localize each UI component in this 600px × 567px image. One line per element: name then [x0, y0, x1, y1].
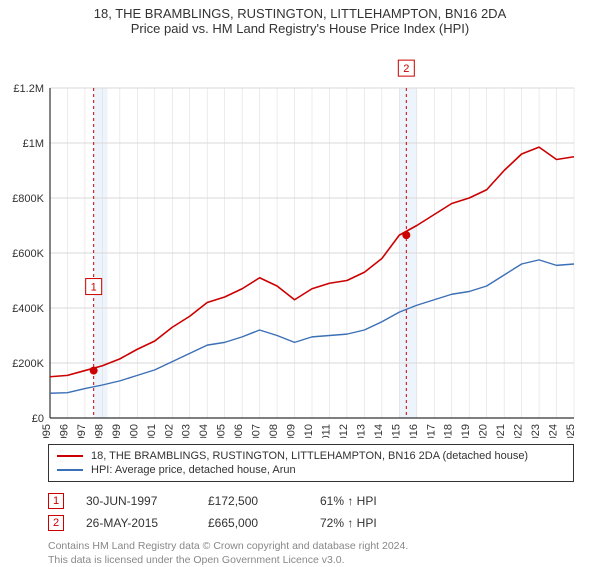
- svg-text:2008: 2008: [268, 424, 280, 438]
- chart-title-line2: Price paid vs. HM Land Registry's House …: [10, 21, 590, 36]
- svg-text:£1.2M: £1.2M: [13, 83, 44, 95]
- event-marker-1: 1: [48, 493, 64, 509]
- event-date-1: 30-JUN-1997: [86, 494, 186, 508]
- svg-text:2017: 2017: [425, 424, 437, 438]
- svg-text:£800K: £800K: [12, 193, 44, 205]
- svg-text:1997: 1997: [76, 424, 88, 438]
- legend: 18, THE BRAMBLINGS, RUSTINGTON, LITTLEHA…: [48, 444, 574, 482]
- event-list: 1 30-JUN-1997 £172,500 61% ↑ HPI 2 26-MA…: [48, 490, 574, 534]
- svg-text:1995: 1995: [41, 424, 53, 438]
- legend-label-hpi: HPI: Average price, detached house, Arun: [91, 464, 296, 476]
- svg-text:2019: 2019: [460, 424, 472, 438]
- svg-text:1996: 1996: [58, 424, 70, 438]
- svg-text:2002: 2002: [163, 424, 175, 438]
- legend-item-property: 18, THE BRAMBLINGS, RUSTINGTON, LITTLEHA…: [57, 449, 565, 463]
- legend-item-hpi: HPI: Average price, detached house, Arun: [57, 463, 565, 477]
- svg-text:2009: 2009: [286, 424, 298, 438]
- svg-text:2013: 2013: [355, 424, 367, 438]
- legend-label-property: 18, THE BRAMBLINGS, RUSTINGTON, LITTLEHA…: [91, 450, 528, 462]
- chart-canvas: £0 £200K £400K £600K £800K £1M £1.2M 1995 1996 19…: [0, 38, 600, 438]
- svg-text:1: 1: [91, 282, 97, 294]
- legend-swatch-hpi: [57, 469, 83, 471]
- event-delta-2: 72% ↑ HPI: [320, 516, 415, 530]
- svg-text:2007: 2007: [251, 424, 263, 438]
- footnote: Contains HM Land Registry data © Crown c…: [48, 540, 574, 567]
- event-date-2: 26-MAY-2015: [86, 516, 186, 530]
- svg-text:2000: 2000: [128, 424, 140, 438]
- svg-text:2012: 2012: [338, 424, 350, 438]
- svg-text:1999: 1999: [111, 424, 123, 438]
- svg-text:2004: 2004: [198, 424, 210, 438]
- svg-text:£1M: £1M: [23, 138, 44, 150]
- event-price-2: £665,000: [208, 516, 298, 530]
- price-chart: £0 £200K £400K £600K £800K £1M £1.2M 1995 1996 19…: [0, 38, 600, 438]
- svg-text:2021: 2021: [495, 424, 507, 438]
- footnote-line1: Contains HM Land Registry data © Crown c…: [48, 540, 574, 554]
- svg-text:£0: £0: [32, 413, 44, 425]
- legend-swatch-property: [57, 455, 83, 457]
- svg-text:£200K: £200K: [12, 358, 44, 370]
- svg-text:2016: 2016: [408, 424, 420, 438]
- svg-text:2025: 2025: [565, 424, 577, 438]
- svg-text:2011: 2011: [320, 424, 332, 438]
- event-price-1: £172,500: [208, 494, 298, 508]
- svg-text:2020: 2020: [478, 424, 490, 438]
- svg-text:2024: 2024: [548, 424, 560, 438]
- event-marker-2: 2: [48, 515, 64, 531]
- svg-text:2018: 2018: [443, 424, 455, 438]
- event-row-2: 2 26-MAY-2015 £665,000 72% ↑ HPI: [48, 512, 574, 534]
- chart-title-line1: 18, THE BRAMBLINGS, RUSTINGTON, LITTLEHA…: [10, 6, 590, 21]
- svg-text:£600K: £600K: [12, 248, 44, 260]
- svg-text:2010: 2010: [303, 424, 315, 438]
- svg-text:2005: 2005: [216, 424, 228, 438]
- svg-text:£400K: £400K: [12, 303, 44, 315]
- svg-text:2001: 2001: [146, 424, 158, 438]
- svg-text:2003: 2003: [181, 424, 193, 438]
- event-delta-1: 61% ↑ HPI: [320, 494, 415, 508]
- svg-text:2022: 2022: [513, 424, 525, 438]
- event-row-1: 1 30-JUN-1997 £172,500 61% ↑ HPI: [48, 490, 574, 512]
- svg-text:1998: 1998: [93, 424, 105, 438]
- svg-text:2023: 2023: [530, 424, 542, 438]
- svg-text:2015: 2015: [390, 424, 402, 438]
- footnote-line2: This data is licensed under the Open Gov…: [48, 554, 574, 567]
- svg-text:2006: 2006: [233, 424, 245, 438]
- svg-text:2: 2: [403, 63, 409, 75]
- svg-text:2014: 2014: [373, 424, 385, 438]
